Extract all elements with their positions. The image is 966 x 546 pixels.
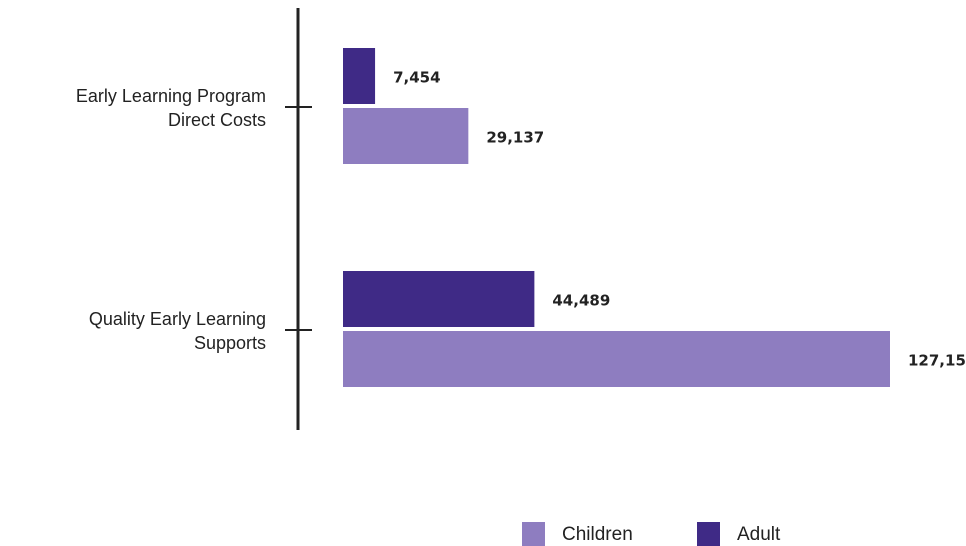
legend-label: Children <box>562 524 633 545</box>
bar <box>343 271 535 327</box>
bar <box>343 108 469 164</box>
bar <box>343 48 376 104</box>
value-label: 29,137 <box>486 129 544 147</box>
category-label: Direct Costs <box>168 110 266 130</box>
category-label: Supports <box>194 333 266 353</box>
value-label: 44,489 <box>552 292 610 310</box>
bar <box>343 331 890 387</box>
legend-label: Adult <box>737 524 781 545</box>
legend-swatch <box>697 522 720 546</box>
category-label: Quality Early Learning <box>89 309 266 329</box>
category-label: Early Learning Program <box>76 86 266 106</box>
value-label: 127,157 <box>908 352 966 370</box>
value-label: 7,454 <box>393 69 440 87</box>
legend-swatch <box>522 522 545 546</box>
